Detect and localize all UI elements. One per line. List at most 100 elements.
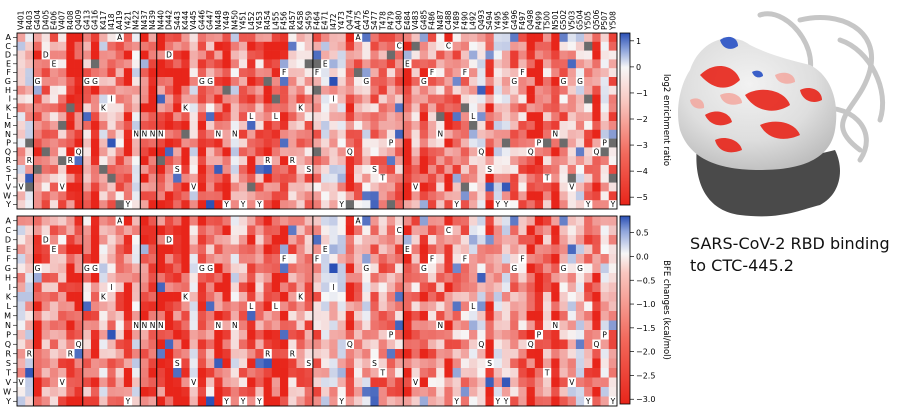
heatmap-cell — [255, 368, 264, 378]
heatmap-cell — [189, 121, 199, 131]
heatmap-cell — [25, 68, 34, 78]
heatmap-cell — [395, 282, 404, 293]
wild-type-letter: K — [183, 292, 189, 301]
heatmap-cell — [41, 191, 51, 201]
heatmap-cell — [66, 339, 75, 350]
heatmap-cell — [584, 358, 593, 369]
heatmap-cell — [49, 182, 59, 192]
heatmap-cell — [518, 292, 527, 302]
heatmap-cell — [33, 263, 42, 274]
heatmap-cell — [575, 320, 585, 331]
heatmap-cell — [403, 216, 412, 226]
heatmap-cell — [230, 225, 240, 236]
heatmap-cell — [543, 368, 552, 378]
heatmap-cell — [559, 165, 568, 175]
heatmap-cell — [58, 41, 67, 51]
heatmap-cell — [337, 330, 347, 340]
wild-type-letter: F — [463, 68, 467, 77]
wild-type-letter: Y — [453, 397, 459, 406]
heatmap-cell — [353, 320, 363, 331]
heatmap-cell — [526, 330, 536, 340]
heatmap-cell — [427, 33, 437, 43]
heatmap-cell — [345, 59, 355, 69]
heatmap-cell — [411, 387, 421, 397]
heatmap-cell — [255, 94, 264, 104]
heatmap-cell — [551, 200, 560, 210]
heatmap-cell — [74, 358, 84, 369]
heatmap-cell — [329, 94, 338, 104]
heatmap-cell — [82, 358, 92, 369]
wild-type-letter: I — [110, 94, 112, 103]
heatmap-cell — [592, 282, 601, 293]
heatmap-cell — [337, 156, 347, 166]
heatmap-cell — [386, 368, 396, 378]
wild-type-letter: Q — [478, 147, 484, 156]
heatmap-cell — [66, 244, 75, 255]
heatmap-cell — [575, 358, 585, 369]
x-tick-label: D442 — [165, 10, 174, 30]
heatmap-cell — [534, 173, 544, 183]
heatmap-cell — [148, 33, 158, 43]
heatmap-cell — [238, 68, 248, 78]
x-tick-label: Y453 — [255, 11, 264, 31]
heatmap-cell — [353, 129, 363, 139]
heatmap-cell — [493, 244, 503, 255]
heatmap-cell — [329, 377, 338, 388]
top-colorbar: 10−1−2−3−4−5 log2 enrichment ratio — [619, 32, 671, 206]
heatmap-cell — [296, 103, 305, 113]
heatmap-cell — [17, 225, 26, 236]
heatmap-cell — [222, 41, 231, 51]
heatmap-cell — [238, 311, 248, 321]
heatmap-cell — [337, 216, 347, 226]
wild-type-letter: N — [553, 130, 559, 139]
heatmap-cell — [271, 358, 281, 369]
heatmap-cell — [271, 147, 281, 157]
heatmap-cell — [543, 282, 552, 293]
heatmap-cell — [90, 225, 100, 236]
heatmap-cell — [140, 254, 149, 264]
heatmap-cell — [460, 254, 470, 264]
wild-type-letter: T — [379, 368, 385, 377]
heatmap-cell — [345, 103, 355, 113]
heatmap-cell — [123, 349, 133, 359]
heatmap-cell — [345, 112, 355, 122]
heatmap-cell — [411, 191, 421, 201]
heatmap-cell — [345, 147, 355, 157]
heatmap-cell — [518, 94, 527, 104]
heatmap-cell — [345, 244, 355, 255]
heatmap-cell — [17, 368, 26, 378]
y-tick-label: H — [5, 274, 11, 283]
wild-type-letter: G — [421, 264, 427, 273]
heatmap-cell — [419, 77, 429, 87]
heatmap-cell — [49, 200, 59, 210]
heatmap-cell — [140, 263, 149, 274]
heatmap-cell — [485, 254, 495, 264]
heatmap-cell — [255, 339, 264, 350]
heatmap-cell — [304, 396, 314, 407]
heatmap-cell — [206, 358, 215, 369]
heatmap-cell — [74, 121, 84, 131]
heatmap-cell — [74, 94, 84, 104]
heatmap-cell — [238, 216, 248, 226]
heatmap-cell — [173, 368, 182, 378]
heatmap-cell — [477, 282, 486, 293]
heatmap-cell — [288, 85, 297, 95]
heatmap-cell — [66, 85, 75, 95]
heatmap-cell — [427, 50, 437, 60]
heatmap-cell — [460, 59, 470, 69]
heatmap-cell — [148, 216, 158, 226]
heatmap-cell — [222, 200, 231, 210]
heatmap-cell — [164, 112, 174, 122]
heatmap-cell — [534, 301, 544, 312]
heatmap-cell — [608, 112, 618, 122]
heatmap-cell — [17, 94, 26, 104]
heatmap-cell — [395, 387, 404, 397]
heatmap-cell — [41, 41, 51, 51]
heatmap-cell — [370, 282, 379, 293]
heatmap-cell — [74, 377, 84, 388]
heatmap-cell — [362, 273, 371, 283]
heatmap-cell — [82, 77, 92, 87]
heatmap-cell — [345, 173, 355, 183]
heatmap-cell — [501, 85, 511, 95]
heatmap-cell — [411, 339, 421, 350]
